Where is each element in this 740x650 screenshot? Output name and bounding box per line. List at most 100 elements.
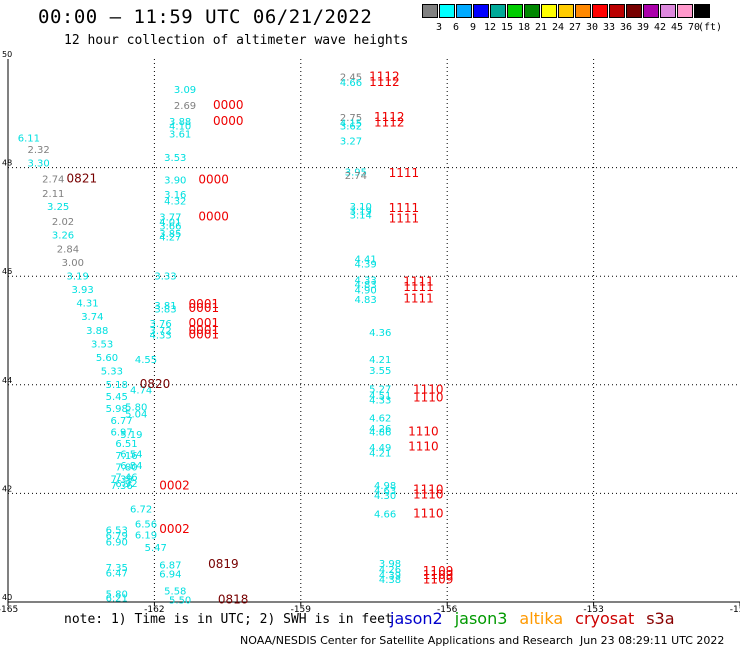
wave-height-label: 3.33: [154, 271, 176, 282]
wave-height-label: 6.56: [135, 520, 157, 531]
wave-height-label: 5.60: [96, 353, 118, 364]
wave-height-label: 4.10: [169, 122, 191, 133]
wave-height-label: 3.93: [71, 285, 93, 296]
pass-time-label: 1111: [403, 274, 434, 288]
wave-height-label: 4.31: [76, 299, 98, 310]
mission-label: cryosat: [575, 609, 635, 628]
pass-time-label: 0002: [159, 479, 190, 493]
wave-height-label: 4.62: [369, 414, 391, 425]
mission-label: s3a: [646, 609, 675, 628]
wave-height-label: 3.72: [150, 326, 172, 337]
color-scale-label: 30: [585, 22, 599, 33]
wave-height-label: 2.11: [42, 189, 64, 200]
wave-height-label: 7.46: [115, 472, 137, 483]
color-scale-label: 33: [602, 22, 616, 33]
color-scale-label: 12: [483, 22, 497, 33]
pass-time-label: 0002: [159, 522, 190, 536]
wave-height-label: 4.49: [369, 443, 391, 454]
wave-height-label: 3.14: [350, 211, 372, 222]
pass-time-label: 1110: [413, 482, 444, 496]
chart-subtitle: 12 hour collection of altimeter wave hei…: [64, 33, 409, 48]
wave-height-label: 3.81: [154, 301, 176, 312]
color-scale-swatch: [524, 4, 540, 18]
wave-height-label: 4.63: [374, 486, 396, 497]
pass-time-label: 1110: [413, 391, 444, 405]
mission-legend: jason2 jason3 altika cryosat s3a: [390, 609, 687, 628]
wave-height-label: 3.95: [345, 168, 367, 179]
wave-height-label: 5.50: [169, 596, 191, 607]
wave-height-label: 4.90: [354, 286, 376, 297]
wave-height-label: 2.69: [174, 101, 196, 112]
color-scale-label: 36: [619, 22, 633, 33]
color-scale-swatch: [490, 4, 506, 18]
wave-height-label: 4.15: [340, 118, 362, 129]
color-scale-label: 15: [500, 22, 514, 33]
pass-time-label: 0000: [213, 98, 244, 112]
y-tick-label: 50: [2, 50, 12, 59]
wave-height-label: 3.61: [169, 130, 191, 141]
wave-height-label: 5.19: [120, 430, 142, 441]
wave-height-label: 7.35: [106, 563, 128, 574]
wave-height-label: 3.88: [169, 117, 191, 128]
color-scale-swatch: [677, 4, 693, 18]
color-scale-swatch: [694, 4, 710, 18]
pass-time-label: 0820: [140, 377, 171, 391]
x-tick-label: -165: [0, 605, 18, 615]
pass-time-label: 0821: [67, 171, 98, 185]
wave-height-label: 3.66: [159, 222, 181, 233]
wave-height-label: 3.25: [47, 202, 69, 213]
pass-time-label: 1111: [389, 211, 420, 225]
pass-time-label: 0000: [198, 209, 229, 223]
color-scale-label: 6: [452, 22, 460, 33]
wave-height-label: 5.98: [106, 404, 128, 415]
x-tick-label: -159: [291, 605, 312, 615]
color-scale-swatch: [456, 4, 472, 18]
mission-label: jason3: [454, 609, 508, 628]
color-scale-label: 3: [435, 22, 443, 33]
wave-height-label: 4.26: [369, 424, 391, 435]
wave-height-label: 6.79: [106, 531, 128, 542]
wave-height-label: 4.38: [379, 575, 401, 586]
wave-height-label: 3.19: [350, 206, 372, 217]
wave-height-label: 2.84: [57, 244, 79, 255]
wave-height-label: 6.90: [106, 538, 128, 549]
wave-height-label: 6.19: [135, 530, 157, 541]
wave-height-label: 7.39: [110, 475, 132, 486]
color-scale-swatch: [626, 4, 642, 18]
wave-height-label: 5.27: [369, 384, 391, 395]
color-scale-label: 45: [670, 22, 684, 33]
pass-time-label: 0001: [189, 323, 220, 337]
mission-label: altika: [519, 609, 564, 628]
wave-height-label: 6.11: [18, 134, 40, 145]
pass-time-label: 1110: [413, 506, 444, 520]
pass-time-label: 1110: [408, 424, 439, 438]
color-scale-label: 24: [551, 22, 565, 33]
wave-height-label: 2.74: [345, 171, 367, 182]
wave-height-label: 5.80: [106, 590, 128, 601]
wave-height-label: 3.74: [81, 312, 103, 323]
wave-height-label: 7.16: [115, 451, 137, 462]
wave-height-label: 6.92: [115, 479, 137, 490]
wave-height-label: 2.45: [340, 73, 362, 84]
wave-height-label: 3.85: [159, 229, 181, 240]
wave-height-label: 4.30: [374, 491, 396, 502]
wave-height-label: 3.10: [350, 202, 372, 213]
y-tick-label: 48: [2, 159, 12, 168]
mission-label: jason2: [390, 609, 443, 628]
color-scale-swatch: [439, 4, 455, 18]
pass-time-label: 1109: [423, 573, 454, 587]
wave-height-label: 4.39: [379, 571, 401, 582]
color-scale-swatch: [473, 4, 489, 18]
wave-height-label: 4.74: [130, 385, 152, 396]
color-scale-swatch: [422, 4, 438, 18]
wave-height-label: 2.32: [28, 145, 50, 156]
wave-height-label: 4.51: [369, 391, 391, 402]
y-tick-label: 42: [2, 484, 12, 493]
wave-height-label: 2.02: [52, 217, 74, 228]
x-tick-label: -156: [437, 605, 458, 615]
wave-height-label: 6.94: [159, 570, 181, 581]
wave-height-label: 3.83: [154, 305, 176, 316]
pass-time-label: 1109: [423, 568, 454, 582]
pass-time-label: 0001: [189, 301, 220, 315]
